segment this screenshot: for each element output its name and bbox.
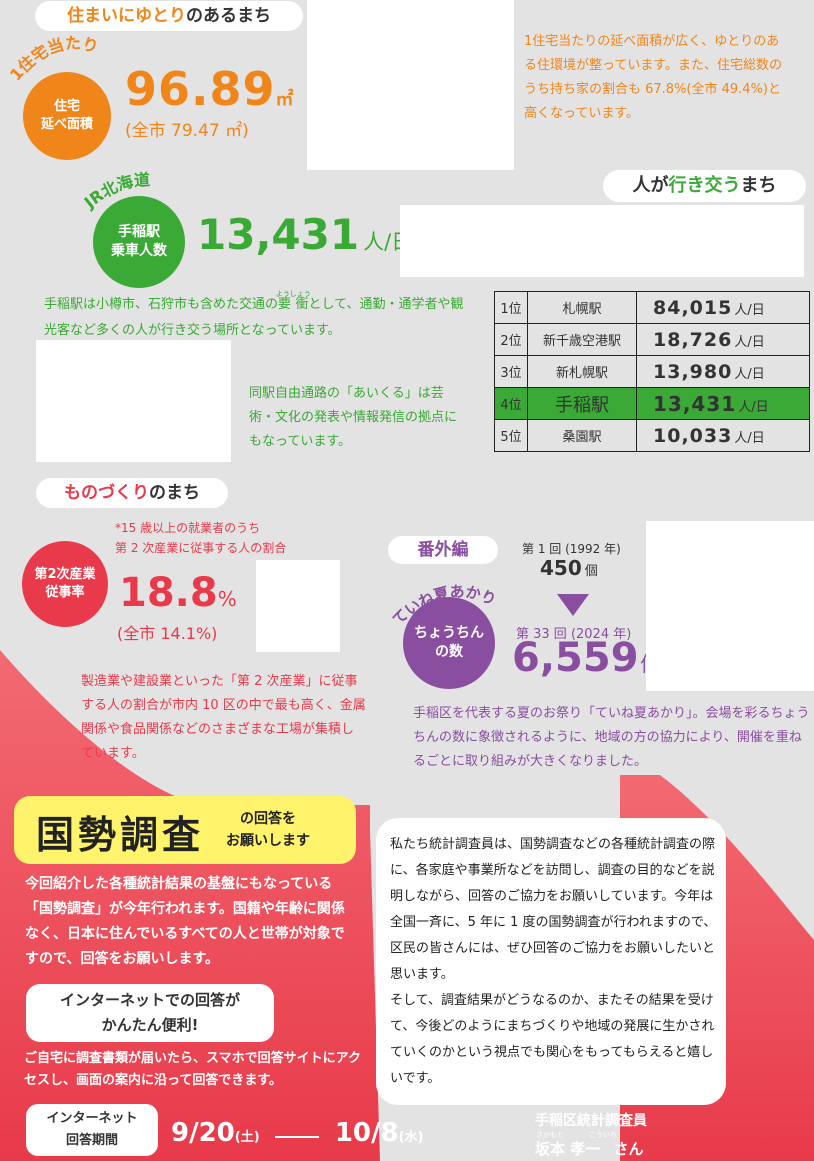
section-title-transport: 人が行き交うまち: [603, 170, 806, 202]
photo-placeholder: [36, 340, 231, 462]
table-row: 1位 札幌駅 84,015 人/日: [494, 291, 810, 324]
industry-value: 18.8%: [119, 570, 237, 616]
latest-festival-label: 第 33 回 (2024 年): [516, 627, 632, 642]
housing-city-value: (全市 79.47 ㎡): [125, 121, 249, 141]
table-row: 3位 新札幌駅 13,980 人/日: [494, 355, 810, 388]
riders-circle: 手稲駅 乗車人数: [93, 196, 185, 288]
extra-badge: 番外編: [388, 536, 498, 564]
surveyor-message: 私たち統計調査員は、国勢調査などの各種統計調査の際に、各家庭や事業所などを訪問し…: [390, 837, 717, 1086]
answer-period-label: インターネット 回答期間: [26, 1104, 158, 1156]
table-row: 5位 桑園駅 10,033 人/日: [494, 419, 810, 452]
aikuru-description: 同駅自由通路の「あいくる」は芸術・文化の発表や情報発信の拠点にもなっています。: [249, 386, 458, 449]
surveyor-ruby-given: こういち: [589, 1131, 617, 1139]
housing-value: 96.89㎡: [125, 62, 294, 116]
photo-placeholder: [256, 560, 340, 652]
table-row: 2位 新千歳空港駅 18,726 人/日: [494, 323, 810, 356]
housing-circle: 住宅 延べ面積: [23, 72, 111, 160]
photo-placeholder: [400, 205, 804, 277]
festival-description: 手稲区を代表する夏のお祭り「ていね夏あかり」。会場を彩るちょうちんの数に象徴され…: [413, 706, 810, 769]
photo-placeholder: [646, 521, 814, 691]
surveyor-signature: 手稲区統計調査員 さかもと こういち 坂本 孝一 さん: [535, 1113, 647, 1158]
period-dash: [275, 1135, 320, 1138]
surveyor-message-box: 私たち統計調査員は、国勢調査などの各種統計調査の際に、各家庭や事業所などを訪問し…: [376, 818, 726, 1105]
census-body: 今回紹介した各種統計結果の基盤にもなっている「国勢調査」が今年行われます。国籍や…: [25, 876, 345, 967]
surveyor-ruby-family: さかもと: [536, 1131, 564, 1139]
section-title-manufacturing: ものづくりのまち: [36, 478, 228, 508]
section-title-housing: 住まいにゆとりのあるまち: [35, 1, 303, 31]
manufacturing-note: *15 歳以上の就業者のうち 第 2 次産業に従事する人の割合: [115, 521, 287, 555]
answer-period-dates: 9/20(土) 10/8(水): [171, 1118, 424, 1148]
industry-circle: 第2次産業 従事率: [22, 541, 108, 627]
transport-description: 手稲駅は小樽市、石狩市も含めた交通の要衝ようしょうとして、通勤・通学者や観光客な…: [44, 290, 464, 338]
industry-city-value: (全市 14.1%): [117, 624, 218, 643]
station-ranking-table: 1位 札幌駅 84,015 人/日 2位 新千歳空港駅 18,726 人/日 3位 新札幌駅 1…: [494, 291, 810, 452]
housing-description: 1住宅当たりの延べ面積が広く、ゆとりのある住環境が整っています。また、住宅総数の…: [524, 34, 783, 121]
latest-festival-value: 6,559個: [512, 635, 661, 681]
title-highlight: 住まいにゆとり: [67, 6, 186, 26]
census-title: 国勢調査: [36, 812, 205, 857]
table-row-highlight: 4位 手稲駅 13,431 人/日: [494, 387, 810, 420]
title-rest: のあるまち: [186, 6, 271, 26]
census-title-box: 国勢調査 の回答を お願いします: [14, 796, 356, 864]
down-arrow-icon: [557, 594, 589, 616]
first-festival-value: 450 個: [540, 556, 598, 580]
riders-value: 13,431 人/日: [197, 210, 413, 259]
photo-placeholder: [307, 0, 514, 170]
internet-body: ご自宅に調査書類が届いたら、スマホで回答サイトにアクセスし、画面の案内に沿って回…: [24, 1051, 361, 1088]
internet-callout: インターネットでの回答が かんたん便利!: [26, 984, 274, 1042]
lantern-circle: ちょうちん の数: [403, 597, 495, 689]
census-title-sub: の回答を お願いします: [226, 811, 310, 849]
first-festival-label: 第 1 回 (1992 年): [522, 542, 621, 556]
manufacturing-description: 製造業や建設業といった「第 2 次産業」に従事する人の割合が市内 10 区の中で…: [81, 674, 366, 761]
